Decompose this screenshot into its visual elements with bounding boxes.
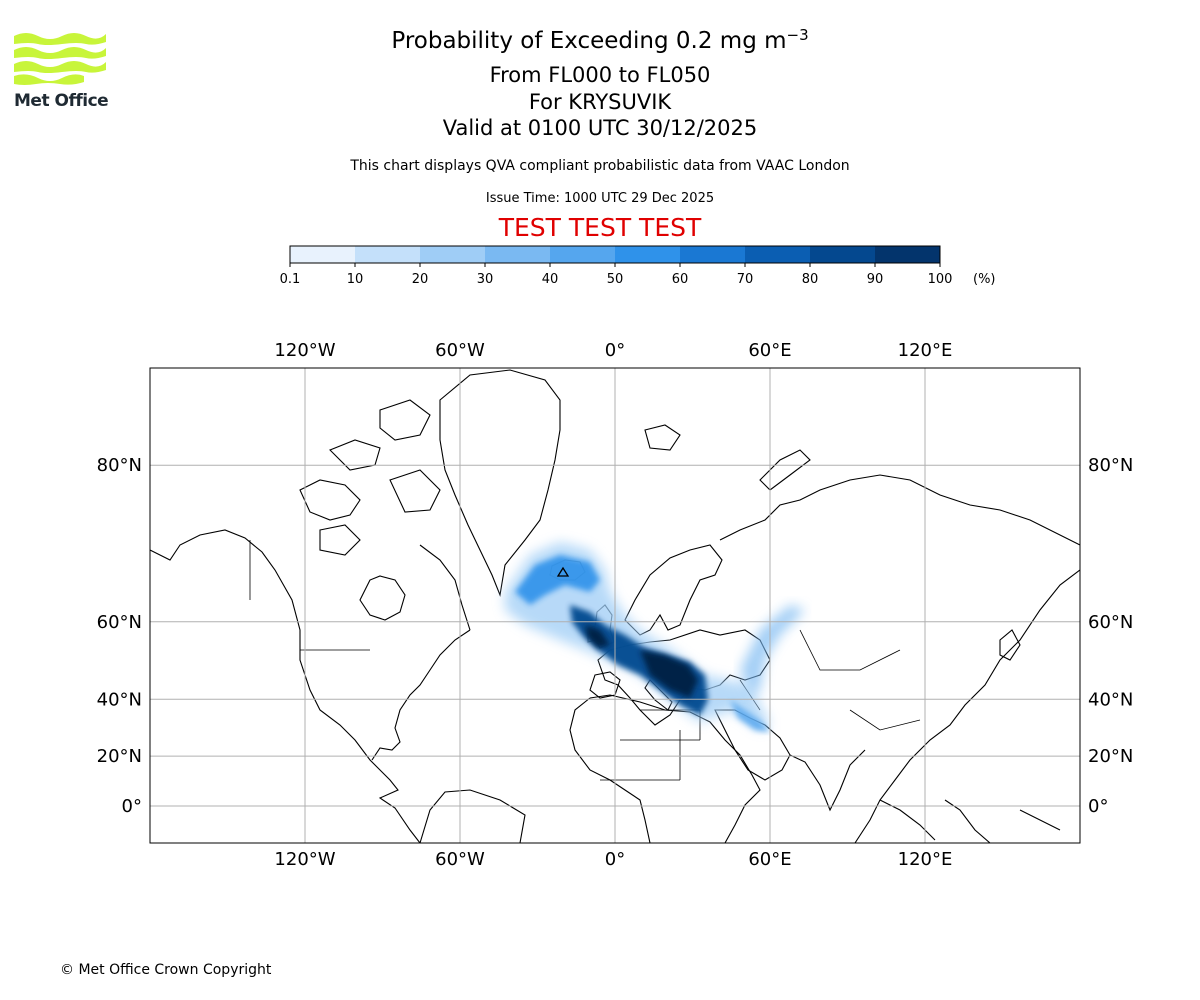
asia-east-coast <box>854 569 1080 843</box>
svalbard-islands <box>644 424 681 451</box>
colorbar-unit: (%) <box>973 272 996 287</box>
japan-coast <box>999 629 1021 661</box>
colorbar-tick-label: 100 <box>928 272 953 287</box>
colorbar-swatch <box>420 246 486 263</box>
hudson-bay <box>359 575 406 621</box>
lat-label-right: 60°N <box>1088 612 1133 633</box>
lon-label-top: 0° <box>605 340 625 361</box>
lat-label-left: 40°N <box>97 689 142 710</box>
colorbar-swatch <box>355 246 421 263</box>
greenland-coast <box>439 369 561 598</box>
colorbar-tick-label: 50 <box>607 272 624 287</box>
colorbar-swatch <box>745 246 811 263</box>
colorbar-tick-label: 90 <box>867 272 884 287</box>
labrador-coast <box>419 544 471 631</box>
plume-gulf-branch <box>730 700 770 732</box>
logo-wordmark: Met Office <box>14 91 109 111</box>
scandinavia-coast <box>624 544 723 636</box>
lon-label-bottom: 60°W <box>435 849 485 870</box>
copyright: © Met Office Crown Copyright <box>60 962 272 978</box>
graticule-labels: 120°W 120°W 60°W 60°W 0° 0° 60°E 60°E 120°E 120°E… <box>97 340 1134 870</box>
colorbar-swatch <box>875 246 941 263</box>
lat-label-right: 0° <box>1088 796 1108 817</box>
arctic-islands <box>299 399 441 556</box>
graticule <box>150 368 1080 843</box>
colorbar-swatch <box>290 246 356 263</box>
colorbar-tick-label: 60 <box>672 272 689 287</box>
lat-label-right: 40°N <box>1088 689 1133 710</box>
lon-label-top: 60°E <box>748 340 791 361</box>
ash-plume <box>505 542 805 732</box>
usa-east-coast <box>371 629 471 761</box>
colorbar-tick-label: 30 <box>477 272 494 287</box>
lat-label-left: 80°N <box>97 455 142 476</box>
colorbar: 0.1 10 20 30 40 50 60 70 80 90 100 (%) <box>280 245 996 287</box>
flight-levels: From FL000 to FL050 <box>489 63 711 87</box>
chart-description: This chart displays QVA compliant probab… <box>350 158 850 174</box>
africa-coast <box>569 694 761 843</box>
volcano-marker-icon <box>556 566 570 577</box>
test-banner: TEST TEST TEST <box>498 213 702 242</box>
southeast-asia-coast <box>879 799 1061 843</box>
map-frame <box>149 367 1081 844</box>
india-coast <box>789 749 866 812</box>
lon-label-bottom: 0° <box>605 849 625 870</box>
colorbar-tick-label: 10 <box>347 272 364 287</box>
lon-label-bottom: 120°W <box>274 849 335 870</box>
lat-label-right: 80°N <box>1088 455 1133 476</box>
issue-time: Issue Time: 1000 UTC 29 Dec 2025 <box>485 191 715 206</box>
colorbar-tick-label: 80 <box>802 272 819 287</box>
colorbar-swatch <box>485 246 551 263</box>
colorbar-swatch <box>810 246 876 263</box>
lat-label-left: 60°N <box>97 612 142 633</box>
ash-map: 120°W 120°W 60°W 60°W 0° 0° 60°E 60°E 120°E 120°E… <box>97 340 1134 870</box>
title-exponent: −3 <box>786 26 809 44</box>
volcano-name: For KRYSUVIK <box>528 90 672 114</box>
colorbar-tick-label: 20 <box>412 272 429 287</box>
plume-caspian-branch <box>740 605 805 695</box>
lat-label-left: 20°N <box>97 746 142 767</box>
logo-waves-icon <box>14 33 106 85</box>
colorbar-swatch <box>615 246 681 263</box>
colorbar-swatch <box>550 246 616 263</box>
lon-label-bottom: 120°E <box>898 849 953 870</box>
colorbar-tick-label: 40 <box>542 272 559 287</box>
chart-title: Probability of Exceeding 0.2 mg m−3 <box>391 26 809 54</box>
lon-label-top: 120°E <box>898 340 953 361</box>
colorbar-swatch <box>680 246 746 263</box>
lon-label-bottom: 60°E <box>748 849 791 870</box>
europe-mainland <box>597 629 771 726</box>
met-office-logo <box>14 30 106 90</box>
plume-peak-probability <box>585 625 698 698</box>
south-america-coast <box>419 789 526 843</box>
lat-label-right: 20°N <box>1088 746 1133 767</box>
valid-time: Valid at 0100 UTC 30/12/2025 <box>442 116 758 140</box>
colorbar-tick-label: 0.1 <box>280 272 301 287</box>
colorbar-tick-label: 70 <box>737 272 754 287</box>
lon-label-top: 120°W <box>274 340 335 361</box>
lon-label-top: 60°W <box>435 340 485 361</box>
plume-mid-probability <box>515 555 600 605</box>
lat-label-left: 0° <box>122 796 142 817</box>
